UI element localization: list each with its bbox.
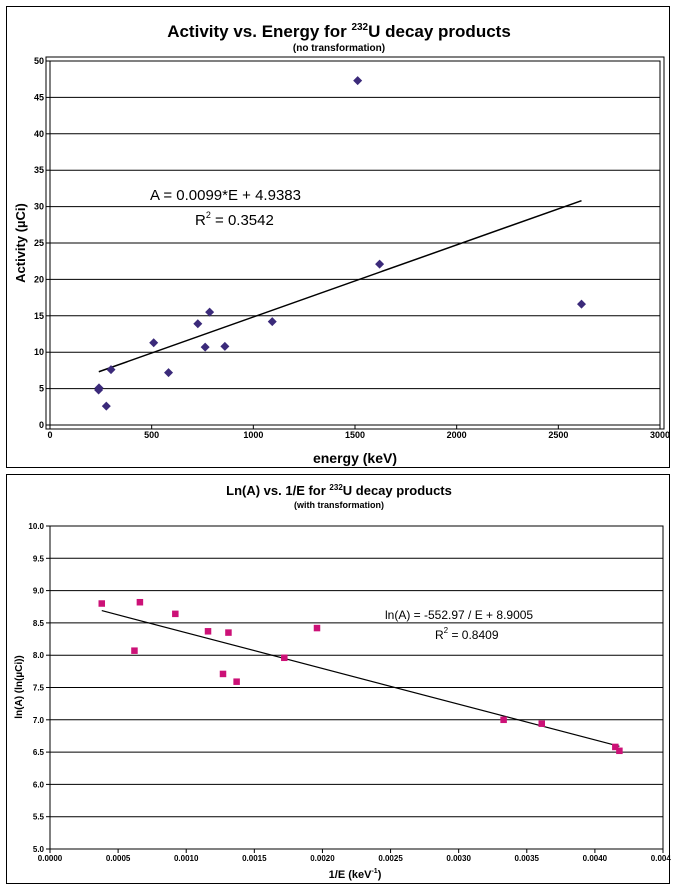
y-tick-label: 5.5 [33,813,45,822]
chart1-title: Activity vs. Energy for 232U decay produ… [167,22,511,41]
y-tick-label: 5.0 [33,845,45,854]
data-point [101,401,111,411]
chart-panel-ln-activity-vs-inverse-energy: Ln(A) vs. 1/E for 232U decay products (w… [6,474,671,884]
chart1-r-squared: R2 = 0.3542 [195,210,274,229]
data-point [281,654,288,662]
x-tick-label: 2500 [548,430,568,440]
chart2-svg: Ln(A) vs. 1/E for 232U decay products (w… [14,483,671,881]
chart2-x-axis-label: 1/E (keV-1) [329,868,382,881]
chart2-equation: ln(A) = -552.97 / E + 8.9005 [385,608,533,622]
data-point [94,383,104,393]
y-tick-label: 9.5 [33,554,45,563]
data-point [149,338,159,348]
y-tick-label: 30 [34,202,44,212]
y-tick-label: 40 [34,129,44,139]
y-tick-label: 50 [34,56,44,66]
x-tick-label: 0.0020 [310,854,335,863]
x-tick-label: 0.0040 [583,854,608,863]
chart2-y-axis-label: ln(A) (ln(µCi)) [14,655,25,719]
y-tick-label: 7.0 [33,716,45,725]
chart2-trendline [101,610,620,747]
y-tick-label: 6.0 [33,780,45,789]
x-tick-label: 1000 [243,430,263,440]
data-point [219,670,227,678]
y-tick-label: 5 [39,384,44,394]
x-tick-label: 0.0030 [446,854,471,863]
data-point [136,598,144,606]
chart2-y-ticks: 5.0 5.5 6.0 6.5 7.0 7.5 8.0 8.5 9.0 9.5 10.0 [28,522,44,854]
data-point [205,307,215,317]
chart-panel-activity-vs-energy: Activity vs. Energy for 232U decay produ… [6,6,670,468]
y-tick-label: 15 [34,311,44,321]
chart2-r-squared: R2 = 0.8409 [435,626,499,642]
y-tick-label: 8.5 [33,619,45,628]
chart1-y-ticks: 0 5 10 15 20 25 30 35 40 45 50 [34,56,44,430]
data-point [353,76,363,86]
data-point [313,624,321,632]
chart2-x-ticks: 0.0000 0.0005 0.0010 0.0015 0.0020 0.0025 0.00… [38,854,671,863]
x-tick-label: 0.0005 [106,854,131,863]
chart1-x-axis-label: energy (keV) [313,450,397,466]
y-tick-label: 0 [39,420,44,430]
chart1-subtitle: (no transformation) [293,43,385,54]
chart2-gridlines [46,525,664,853]
y-tick-label: 7.5 [33,684,45,693]
data-point [200,342,210,352]
y-tick-label: 10.0 [28,522,44,531]
data-point [233,678,240,685]
chart1-trendline [98,199,582,373]
x-tick-label: 500 [144,430,159,440]
x-tick-label: 0.0000 [38,854,63,863]
x-tick-label: 0.0025 [378,854,403,863]
data-point [267,317,277,327]
y-tick-label: 9.0 [33,587,45,596]
x-tick-label: 0 [47,430,52,440]
x-tick-label: 3000 [650,430,670,440]
data-point [612,743,619,751]
data-point [204,628,212,635]
x-tick-label: 2000 [447,430,467,440]
y-tick-label: 8.0 [33,651,45,660]
x-tick-label: 1500 [345,430,365,440]
data-point [538,720,546,727]
data-point [98,600,106,607]
data-point [577,299,587,309]
y-tick-label: 25 [34,238,44,248]
data-point [225,629,232,636]
chart2-data-points [98,598,623,755]
x-tick-label: 0.0045 [651,854,671,863]
x-tick-label: 0.0035 [515,854,540,863]
chart1-x-ticks: 0 500 1000 1500 2000 2500 3000 [47,430,670,440]
data-point [172,610,179,618]
data-point [616,747,623,755]
data-point [164,368,174,378]
y-tick-label: 10 [34,347,44,357]
data-point [500,716,507,724]
data-point [106,365,116,375]
y-tick-label: 45 [34,92,44,102]
chart1-equation: A = 0.0099*E + 4.9383 [150,187,301,204]
y-tick-label: 20 [34,274,44,284]
chart1-y-axis-label: Activity (µCi) [13,203,28,283]
chart1-gridlines [46,60,661,429]
chart1-data-points [94,76,587,411]
data-point [220,341,230,351]
data-point [193,319,203,329]
chart1-svg: Activity vs. Energy for 232U decay produ… [13,22,670,466]
x-tick-label: 0.0010 [174,854,199,863]
data-point [375,259,385,269]
data-point [131,647,138,654]
y-tick-label: 35 [34,165,44,175]
y-tick-label: 6.5 [33,748,45,757]
chart2-subtitle: (with transformation) [294,500,384,510]
x-tick-label: 0.0015 [242,854,267,863]
chart2-title: Ln(A) vs. 1/E for 232U decay products [226,483,452,498]
